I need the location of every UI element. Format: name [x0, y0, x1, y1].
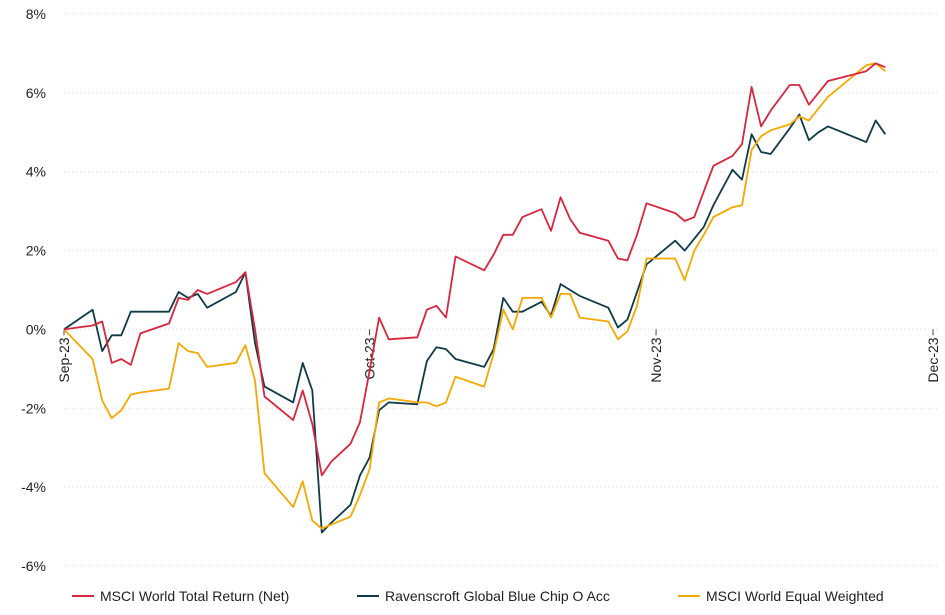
legend-swatch-msci-world: [72, 595, 94, 597]
y-tick-label: -2%: [21, 400, 46, 416]
y-tick-label: 0%: [26, 321, 46, 337]
y-tick-label: 8%: [26, 6, 46, 22]
series-line-msci-equal-weighted: [63, 62, 886, 530]
legend-item-ravenscroft: Ravenscroft Global Blue Chip O Acc: [357, 588, 610, 604]
y-tick-label: 4%: [26, 164, 46, 180]
legend-swatch-ravenscroft: [357, 595, 379, 597]
x-axis: Sep-23 Oct-23 Nov-23 Dec-23: [56, 329, 941, 383]
legend: MSCI World Total Return (Net) Ravenscrof…: [0, 588, 945, 610]
legend-swatch-msci-equal-weighted: [678, 595, 700, 597]
x-tick-label: Sep-23: [56, 337, 72, 382]
y-tick-label: -4%: [21, 479, 46, 495]
series-layer: [63, 62, 887, 534]
y-axis: -6% -4% -2% 0% 2% 4% 6% 8%: [21, 6, 46, 574]
y-tick-label: 2%: [26, 243, 46, 259]
x-tick-label: Nov-23: [648, 337, 664, 382]
x-tick-label: Dec-23: [925, 337, 941, 382]
legend-label-ravenscroft: Ravenscroft Global Blue Chip O Acc: [385, 588, 610, 604]
legend-label-msci-world: MSCI World Total Return (Net): [100, 588, 290, 604]
series-line-ravenscroft: [63, 113, 887, 534]
legend-item-msci-world: MSCI World Total Return (Net): [72, 588, 289, 604]
legend-label-msci-equal-weighted: MSCI World Equal Weighted: [706, 588, 884, 604]
legend-item-msci-equal-weighted: MSCI World Equal Weighted: [678, 588, 884, 604]
y-tick-label: 6%: [26, 85, 46, 101]
series-line-msci-world: [63, 62, 886, 477]
grid-lines: [64, 13, 937, 567]
y-tick-label: -6%: [21, 558, 46, 574]
